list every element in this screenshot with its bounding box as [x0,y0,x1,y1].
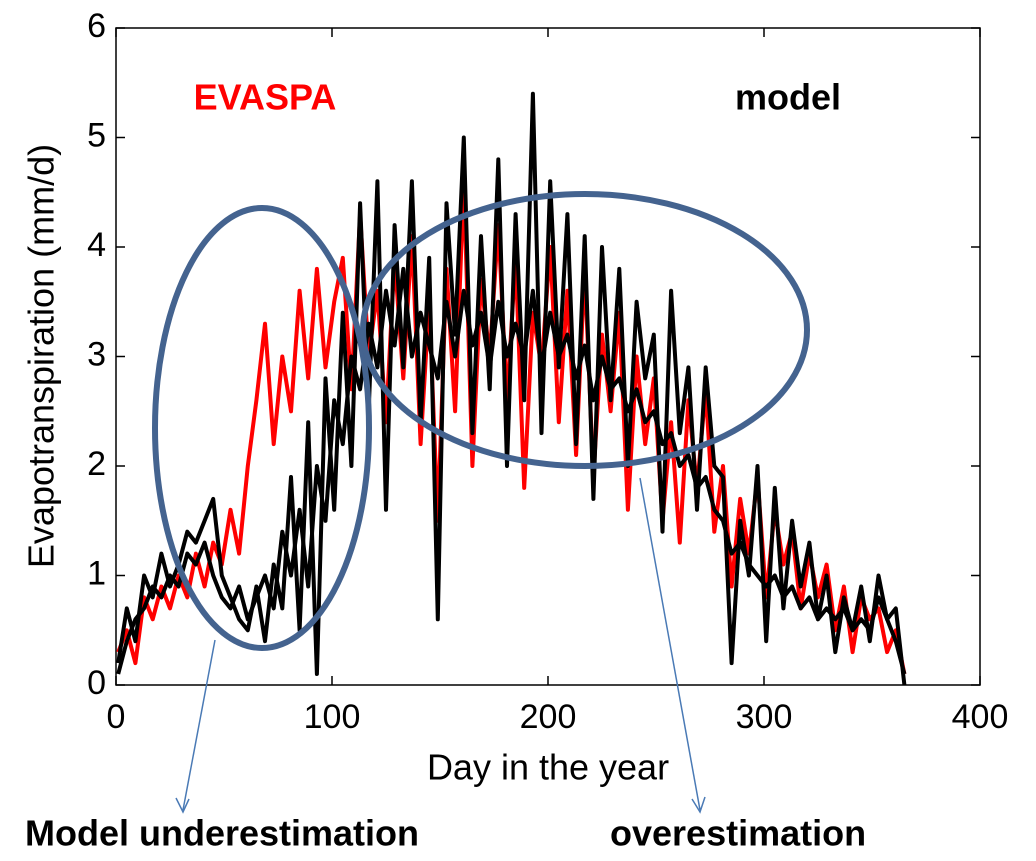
highlight-ellipse [152,205,372,651]
y-tick-label: 0 [87,664,106,702]
arrow-head [691,796,706,814]
y-tick-label: 2 [87,445,106,483]
x-tick-label: 400 [952,698,1009,736]
y-tick-label: 1 [87,554,106,592]
data-line [116,266,907,675]
x-axis-label: Day in the year [427,747,669,788]
y-tick-label: 6 [87,7,106,45]
y-tick-label: 3 [87,335,106,373]
y-tick-label: 5 [87,116,106,154]
x-tick-label: 0 [107,698,126,736]
arrow [639,477,701,811]
highlight-ellipse [360,191,810,469]
x-tick-label: 300 [736,698,793,736]
y-tick-label: 4 [87,226,106,264]
legend-label: EVASPA [194,77,337,118]
x-tick-label: 200 [520,698,577,736]
arrow [182,639,216,811]
data-line [116,179,907,675]
annotation: Model underestimation [25,813,419,854]
plot-area [116,91,907,686]
arrow-head [175,797,190,814]
legend-label: model [735,77,841,118]
y-axis-label: Evapotranspiration (mm/d) [21,144,62,568]
annotation: overestimation [610,813,866,854]
plot-frame [115,27,981,686]
x-tick-label: 100 [304,698,361,736]
